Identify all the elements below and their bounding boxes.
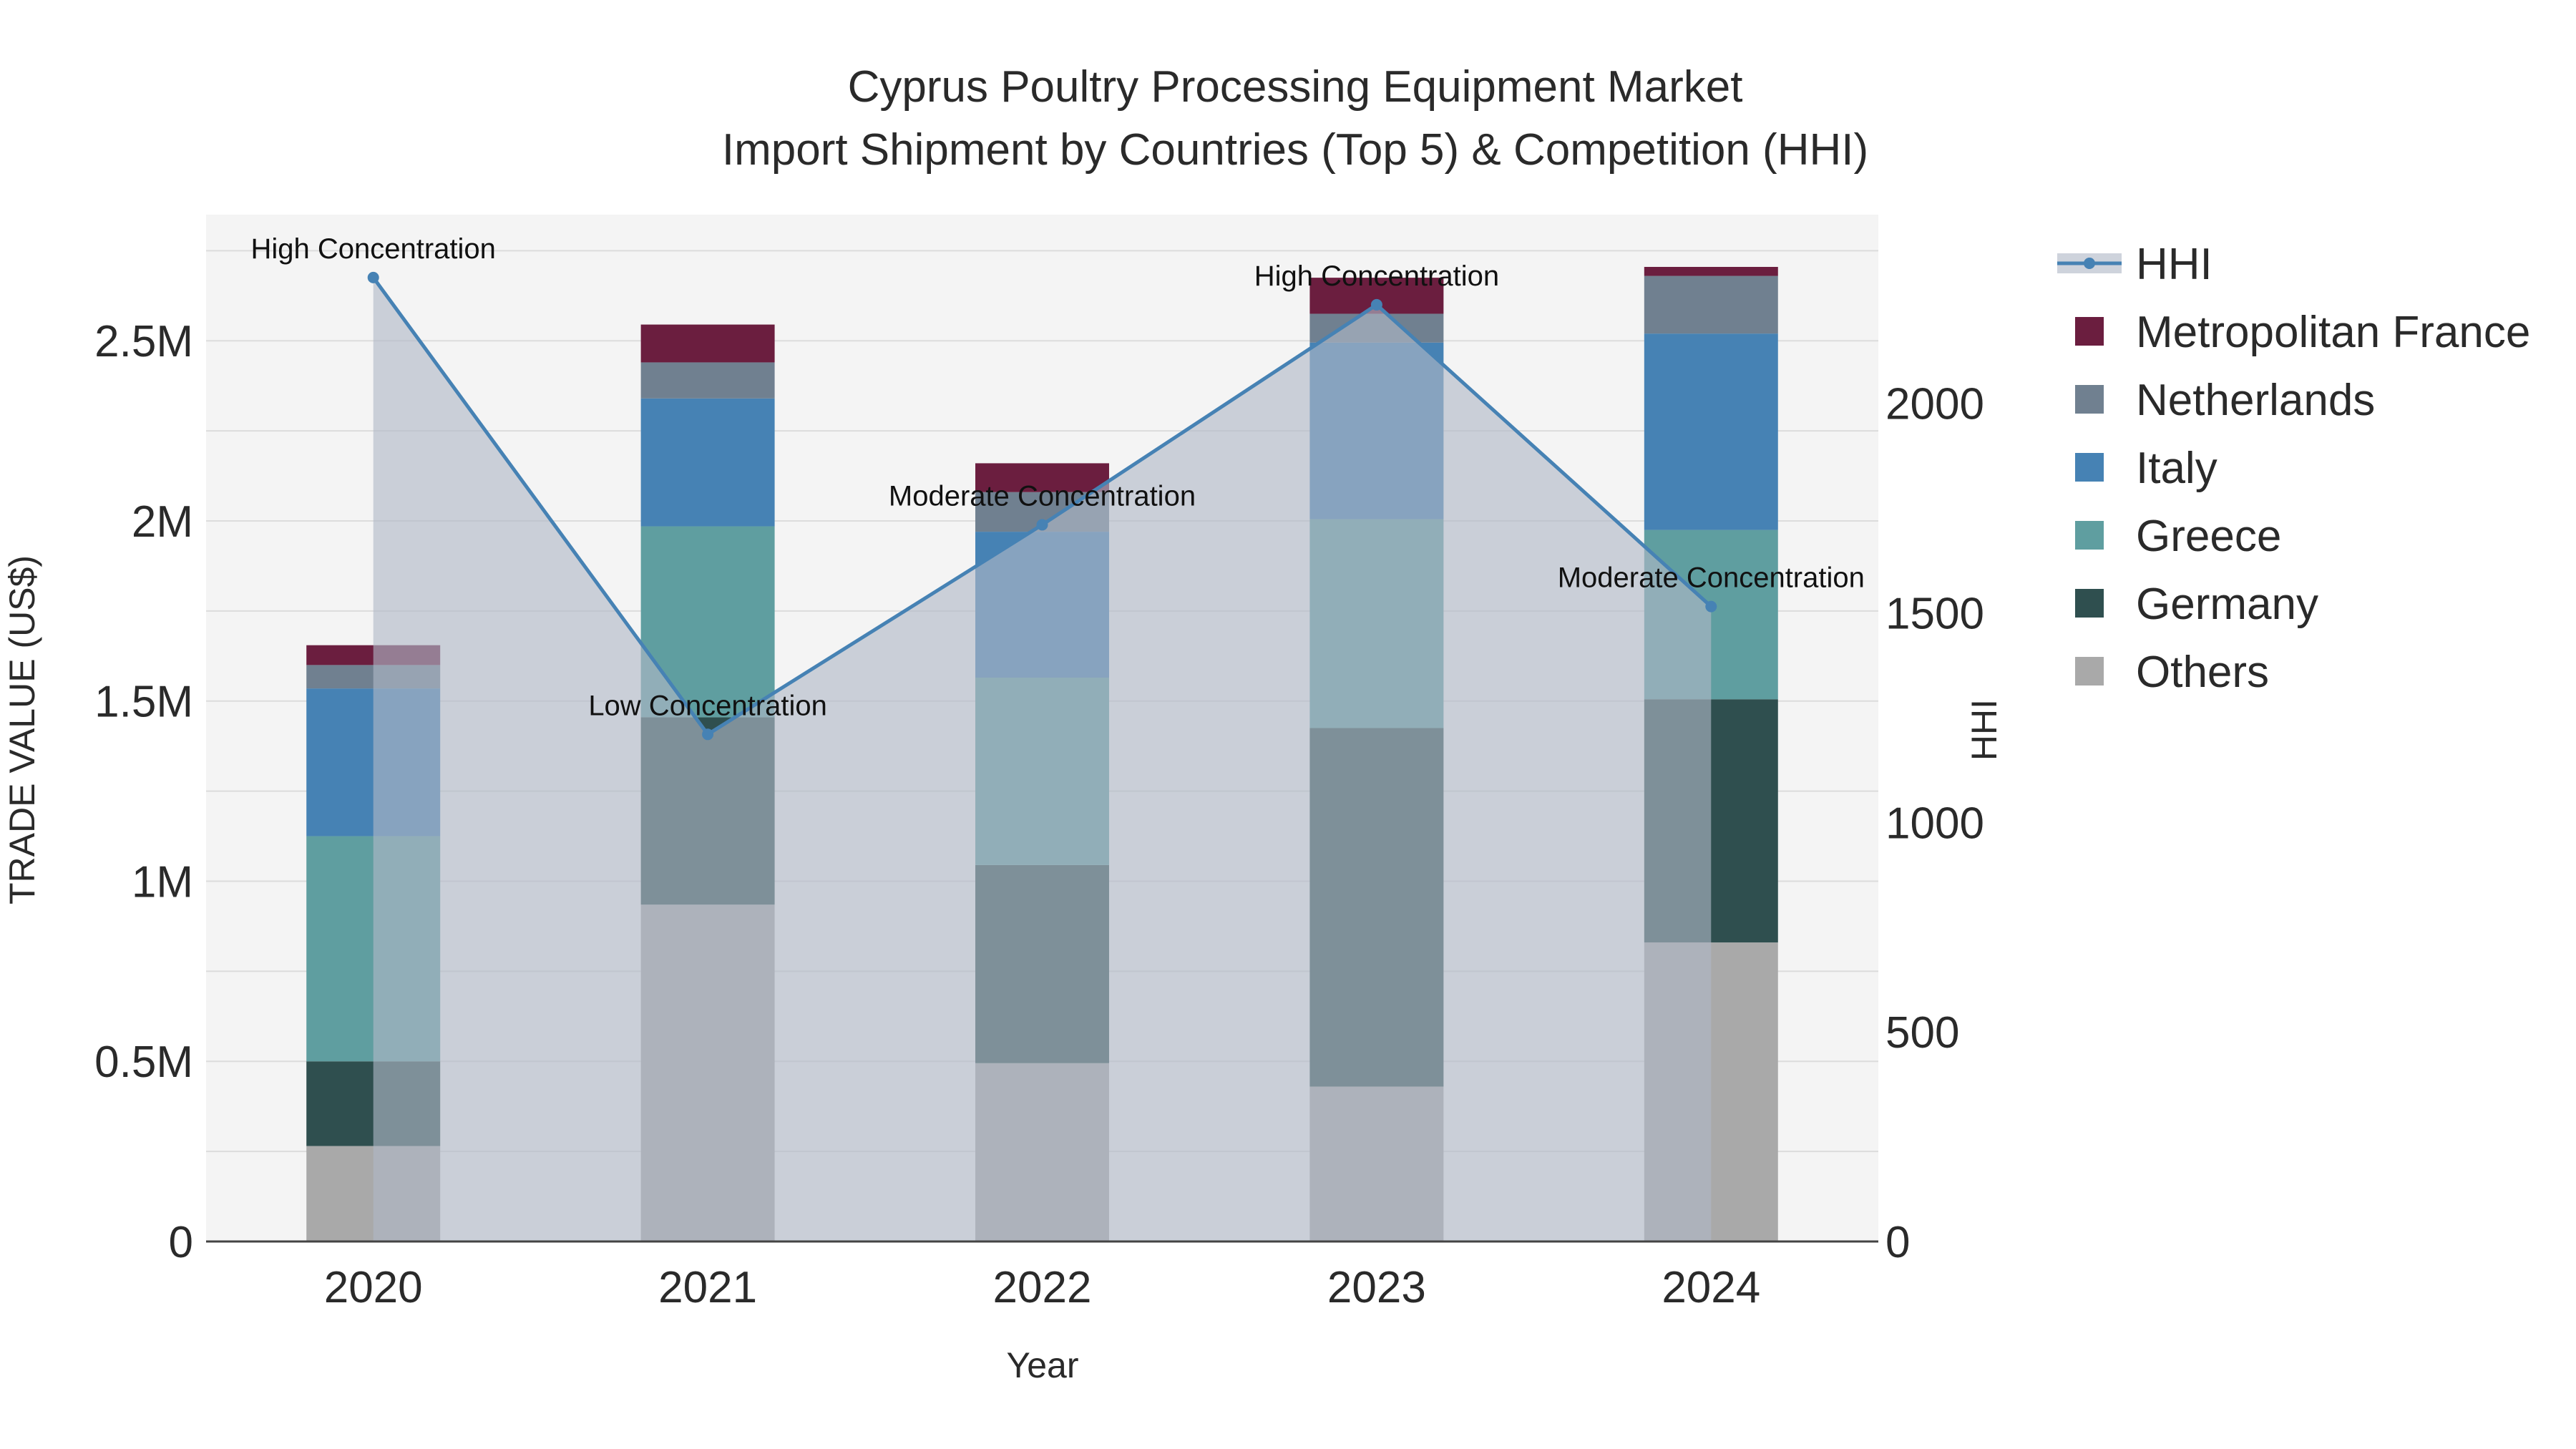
hhi-point-2024 bbox=[1705, 600, 1717, 613]
legend-swatch-greece bbox=[2075, 521, 2104, 550]
y-tick-label: 2.5M bbox=[94, 317, 193, 366]
x-tick-label-2023: 2023 bbox=[1327, 1263, 1426, 1312]
hhi-area bbox=[373, 277, 1712, 1241]
y2-axis-label: HHI bbox=[1964, 699, 2004, 761]
hhi-point-2022 bbox=[1036, 519, 1048, 531]
bar-italy-2021 bbox=[640, 398, 775, 527]
bar-netherlands-2021 bbox=[640, 362, 775, 399]
bar-metropolitan-france-2021 bbox=[640, 324, 775, 363]
legend-swatch-others bbox=[2075, 657, 2104, 686]
legend-label-others: Others bbox=[2136, 648, 2269, 697]
bar-metropolitan-france-2024 bbox=[1644, 267, 1778, 276]
hhi-point-2021 bbox=[702, 728, 714, 741]
chart-title: Cyprus Poultry Processing Equipment Mark… bbox=[848, 62, 1743, 112]
legend-swatch-germany bbox=[2075, 589, 2104, 618]
hhi-point-2020 bbox=[367, 271, 379, 283]
hhi-annotation-2020: High Concentration bbox=[250, 233, 495, 265]
legend-swatch-netherlands bbox=[2075, 385, 2104, 414]
legend-label-metropolitan-france: Metropolitan France bbox=[2136, 308, 2530, 357]
legend-label-italy: Italy bbox=[2136, 444, 2218, 493]
hhi-annotation-2023: High Concentration bbox=[1254, 260, 1499, 292]
hhi-annotation-2021: Low Concentration bbox=[588, 690, 827, 721]
hhi-annotation-2022: Moderate Concentration bbox=[889, 480, 1196, 512]
y-tick-label: 1M bbox=[132, 857, 193, 907]
hhi-point-2023 bbox=[1370, 298, 1382, 311]
legend-label-netherlands: Netherlands bbox=[2136, 376, 2375, 425]
legend-label-greece: Greece bbox=[2136, 512, 2281, 561]
legend: HHI Metropolitan France Netherlands Italy Gr… bbox=[2057, 240, 2530, 697]
y2-tick-label: 2000 bbox=[1885, 380, 1984, 429]
x-axis-label: Year bbox=[1006, 1345, 1078, 1385]
y2-tick-label: 0 bbox=[1885, 1218, 1910, 1267]
legend-swatch-hhi-marker bbox=[2084, 258, 2095, 269]
y-tick-label: 0.5M bbox=[94, 1038, 193, 1087]
y-tick-label: 1.5M bbox=[94, 678, 193, 727]
legend-swatch-italy bbox=[2075, 453, 2104, 482]
bar-italy-2024 bbox=[1644, 333, 1778, 530]
x-tick-label-2021: 2021 bbox=[658, 1263, 757, 1312]
x-tick-label-2020: 2020 bbox=[324, 1263, 423, 1312]
y2-tick-label: 500 bbox=[1885, 1008, 1959, 1058]
y-axis-label: TRADE VALUE (US$) bbox=[2, 555, 42, 904]
y-tick-label: 0 bbox=[169, 1218, 193, 1267]
bar-metropolitan-france-2022 bbox=[975, 463, 1109, 492]
hhi-annotation-2024: Moderate Concentration bbox=[1558, 562, 1865, 594]
y-tick-label: 2M bbox=[132, 497, 193, 547]
x-tick-label-2022: 2022 bbox=[993, 1263, 1092, 1312]
x-tick-label-2024: 2024 bbox=[1662, 1263, 1760, 1312]
y2-tick-label: 1000 bbox=[1885, 799, 1984, 848]
legend-swatch-metropolitan-france bbox=[2075, 317, 2104, 346]
bar-netherlands-2024 bbox=[1644, 275, 1778, 334]
chart-subtitle: Import Shipment by Countries (Top 5) & C… bbox=[722, 125, 1868, 175]
plot-layer: High Concentration Low Concentration Moder… bbox=[94, 215, 1984, 1312]
y2-tick-label: 1500 bbox=[1885, 589, 1984, 638]
legend-label-germany: Germany bbox=[2136, 580, 2318, 629]
legend-label-hhi: HHI bbox=[2136, 240, 2212, 289]
